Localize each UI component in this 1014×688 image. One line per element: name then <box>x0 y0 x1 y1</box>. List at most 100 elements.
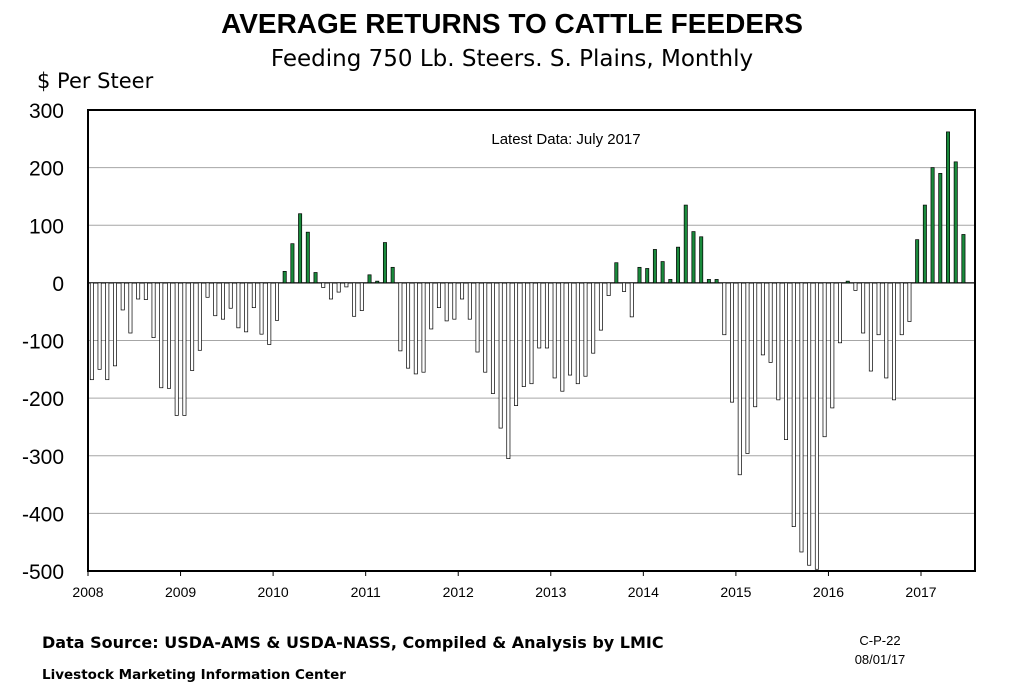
bar <box>244 282 249 333</box>
y-tick-label: 0 <box>52 273 64 296</box>
bar <box>382 242 387 284</box>
bar <box>167 282 171 389</box>
bar <box>946 131 950 284</box>
bar <box>652 249 657 284</box>
bar <box>899 282 904 336</box>
bar <box>884 282 889 379</box>
bar <box>822 282 827 438</box>
bar <box>506 282 511 459</box>
bar <box>699 236 704 284</box>
bar <box>953 161 958 284</box>
bar <box>120 282 125 311</box>
bar <box>483 282 488 373</box>
bar <box>282 271 287 284</box>
bars <box>89 131 966 570</box>
bar <box>429 282 434 330</box>
bar <box>89 282 94 381</box>
bar <box>730 282 735 403</box>
bar <box>691 231 696 284</box>
bar <box>529 282 534 385</box>
chart-date: 08/01/17 <box>854 652 906 667</box>
bar <box>105 282 110 381</box>
bar <box>174 282 179 416</box>
bar <box>128 282 133 334</box>
bar <box>421 282 426 373</box>
bar <box>861 282 866 334</box>
bar <box>814 282 819 570</box>
bar <box>352 282 357 317</box>
bar <box>892 282 896 401</box>
bar <box>514 282 519 406</box>
bar <box>236 282 241 329</box>
bar <box>807 282 812 566</box>
bar <box>961 234 966 284</box>
bar <box>467 282 472 320</box>
bar <box>205 282 210 298</box>
bar <box>722 282 727 336</box>
bar <box>136 282 141 300</box>
y-tick-label: 200 <box>29 158 64 181</box>
bar <box>328 282 333 300</box>
bar <box>714 279 719 284</box>
bar <box>143 282 148 300</box>
bar <box>568 282 573 376</box>
y-tick-label: -500 <box>22 561 64 584</box>
bar <box>390 266 395 284</box>
organization-name: Livestock Marketing Information Center <box>42 667 346 683</box>
x-tick-label: 2011 <box>351 584 381 600</box>
bar <box>436 282 441 309</box>
bar <box>213 282 218 317</box>
bar <box>845 280 850 284</box>
bar <box>907 282 912 322</box>
bar <box>298 213 303 284</box>
bar <box>645 268 650 284</box>
bar <box>313 272 318 284</box>
chart-title: AVERAGE RETURNS TO CATTLE FEEDERS <box>221 8 803 39</box>
chart-subtitle: Feeding 750 Lb. Steers. S. Plains, Month… <box>270 46 754 72</box>
bar <box>622 282 627 292</box>
bar <box>591 282 596 354</box>
bar <box>583 282 588 377</box>
bar <box>760 282 765 356</box>
bar <box>398 282 403 352</box>
y-tick-label: 300 <box>29 100 64 123</box>
bar <box>830 282 835 409</box>
bar <box>676 246 681 284</box>
bar <box>575 282 580 385</box>
bar <box>552 282 557 379</box>
bar <box>275 282 279 321</box>
bar <box>375 280 380 284</box>
bar <box>460 282 465 300</box>
bar <box>614 262 619 284</box>
bar <box>853 282 858 291</box>
bar <box>838 282 842 344</box>
bar <box>537 282 542 349</box>
bar <box>228 282 233 309</box>
x-tick-labels: 2008 2009 2010 2011 2012 2013 2014 2015 2016 2017 <box>72 571 937 600</box>
bar <box>753 282 758 408</box>
bar <box>259 282 264 335</box>
bar <box>521 282 526 387</box>
x-tick-label: 2010 <box>258 584 289 600</box>
bar <box>151 282 156 338</box>
bar <box>629 282 634 318</box>
bar <box>922 204 927 284</box>
bar <box>868 282 873 372</box>
y-tick-label: -200 <box>22 388 64 411</box>
bar <box>598 282 603 331</box>
y-tick-label: -400 <box>22 503 64 526</box>
y-axis-label: $ Per Steer <box>37 69 154 93</box>
bar <box>344 282 349 288</box>
bar <box>190 282 195 371</box>
bar <box>359 282 364 311</box>
bar <box>113 282 117 367</box>
x-tick-label: 2015 <box>720 584 751 600</box>
bar <box>490 282 495 394</box>
bar <box>251 282 256 309</box>
bar <box>159 282 164 389</box>
bar <box>768 282 773 363</box>
x-tick-label: 2013 <box>535 584 566 600</box>
bar <box>367 274 372 284</box>
bar <box>221 282 225 320</box>
bar <box>938 173 943 284</box>
